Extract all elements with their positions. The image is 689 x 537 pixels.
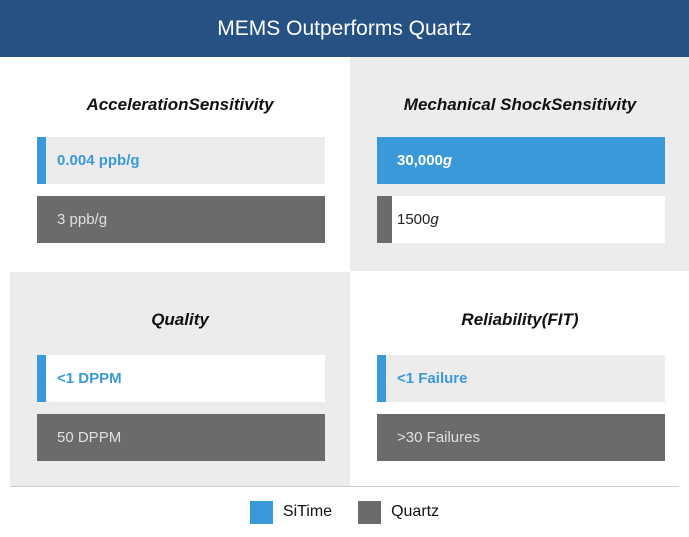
- bar-row: <1 Failure: [377, 355, 665, 402]
- bar-row: <1 DPPM: [37, 355, 325, 402]
- bar-label: 0.004 ppb/g: [57, 137, 140, 184]
- panel: Acceleration Sensitivity 0.004 ppb/g 3 ppb/…: [10, 57, 350, 271]
- bar-label: >30 Failures: [397, 414, 480, 461]
- heading-line: Mechanical Shock: [403, 94, 552, 114]
- value-text: 3 ppb/g: [57, 211, 108, 228]
- legend-swatch: [249, 500, 273, 524]
- legend-label: Quartz: [391, 503, 440, 520]
- bar-label: 3 ppb/g: [57, 196, 107, 243]
- bar: [37, 137, 46, 184]
- unit-text: g: [442, 152, 453, 169]
- panel-heading: Acceleration Sensitivity: [10, 79, 350, 129]
- heading-line: Sensitivity: [551, 94, 637, 114]
- bar: [377, 196, 392, 243]
- value-text: 30,000: [397, 152, 443, 169]
- bar: [37, 196, 325, 243]
- legend-swatch: [358, 500, 382, 524]
- value-text: 1500: [397, 211, 431, 228]
- unit-text: g: [430, 211, 439, 228]
- bar-row: 30,000 g: [377, 137, 665, 184]
- bar-label: 50 DPPM: [57, 414, 121, 461]
- value-text: 0.004 ppb/g: [57, 152, 140, 169]
- bar: [377, 414, 665, 461]
- heading-line: Quality: [151, 309, 209, 329]
- panel: Reliability (FIT) <1 Failure >30 Failures: [350, 272, 689, 486]
- bar: [377, 137, 665, 184]
- bar-row: 3 ppb/g: [37, 196, 325, 243]
- bar: [37, 414, 325, 461]
- legend: SiTime Quartz: [10, 486, 679, 537]
- legend-label: SiTime: [282, 503, 333, 520]
- panel-heading: Reliability (FIT): [350, 294, 689, 344]
- heading-line: Reliability: [461, 309, 542, 329]
- panel: Mechanical Shock Sensitivity 30,000 g 1500 g: [350, 57, 689, 271]
- bar: [37, 355, 46, 402]
- title-bar: MEMS Outperforms Quartz: [0, 0, 689, 57]
- bar-row: 50 DPPM: [37, 414, 325, 461]
- heading-line: (FIT): [541, 309, 579, 329]
- bar-label: <1 Failure: [397, 355, 467, 402]
- bar-label: 1500 g: [397, 196, 439, 243]
- legend-item: SiTime: [249, 500, 333, 524]
- panel: Quality <1 DPPM 50 DPPM: [10, 272, 350, 486]
- value-text: <1 DPPM: [57, 370, 122, 387]
- bar-row: >30 Failures: [377, 414, 665, 461]
- legend-item: Quartz: [358, 500, 440, 524]
- bar-label: 30,000 g: [397, 137, 452, 184]
- heading-line: Acceleration: [86, 94, 189, 114]
- panel-heading: Mechanical Shock Sensitivity: [350, 79, 689, 129]
- bar: [377, 355, 386, 402]
- bar-label: <1 DPPM: [57, 355, 122, 402]
- bar-row: 1500 g: [377, 196, 665, 243]
- value-text: <1 Failure: [397, 370, 468, 387]
- value-text: 50 DPPM: [57, 429, 122, 446]
- heading-line: Sensitivity: [188, 94, 274, 114]
- panel-heading: Quality: [10, 294, 350, 344]
- bar-row: 0.004 ppb/g: [37, 137, 325, 184]
- value-text: >30 Failures: [397, 429, 480, 446]
